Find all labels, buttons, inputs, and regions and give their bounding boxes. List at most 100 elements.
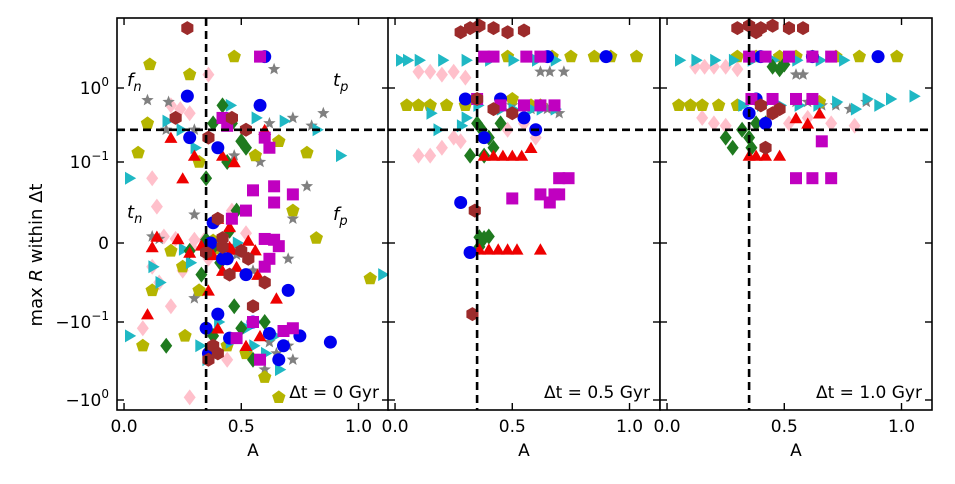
x-tick-label: 0.0 — [654, 417, 681, 437]
panel-title-main: Δt = 0 — [289, 383, 343, 403]
series-magenta — [216, 50, 299, 366]
y-tick-label-exp: −1 — [91, 309, 109, 323]
data-point — [796, 68, 810, 80]
data-point — [759, 140, 772, 155]
data-point — [726, 139, 739, 156]
x-tick-label: 0.5 — [499, 417, 526, 437]
data-point — [258, 363, 271, 375]
data-point — [323, 335, 337, 349]
data-point — [749, 149, 763, 161]
data-point — [743, 50, 756, 63]
data-point — [843, 102, 857, 115]
data-point — [852, 49, 866, 63]
plot-area — [117, 18, 389, 410]
data-point — [750, 25, 763, 40]
data-point — [253, 98, 267, 112]
data-points — [396, 18, 644, 322]
data-point — [125, 171, 137, 185]
data-point — [239, 339, 253, 351]
data-point — [164, 243, 178, 257]
data-point — [272, 134, 286, 147]
data-point — [263, 141, 276, 154]
data-point — [258, 131, 271, 144]
y-axis-label-suffix: within Δt — [26, 184, 47, 269]
series-brown — [454, 18, 531, 322]
data-point — [710, 53, 722, 67]
data-point — [707, 115, 720, 132]
data-point — [286, 111, 299, 124]
data-point — [183, 67, 197, 81]
data-point — [505, 149, 519, 161]
data-point — [221, 351, 234, 368]
data-point — [789, 111, 803, 124]
data-point — [754, 98, 767, 113]
data-point — [247, 184, 259, 197]
series-brown — [169, 21, 271, 367]
data-point — [183, 389, 196, 406]
data-point — [188, 231, 201, 248]
data-point — [396, 53, 408, 67]
data-point — [506, 106, 519, 121]
data-point — [336, 149, 348, 163]
data-point — [517, 23, 531, 38]
data-point — [178, 328, 192, 342]
data-point — [464, 147, 477, 164]
data-point — [839, 53, 851, 67]
data-point — [125, 329, 137, 343]
data-point — [211, 307, 225, 321]
x-tick-label: 1.0 — [345, 417, 372, 437]
data-point — [400, 98, 414, 111]
data-point — [447, 63, 460, 80]
data-point — [262, 327, 276, 341]
data-point — [629, 49, 644, 63]
data-point — [813, 107, 826, 119]
y-tick-label: 100 — [80, 75, 109, 99]
data-point — [487, 102, 500, 117]
data-point — [305, 119, 318, 131]
data-point — [491, 243, 505, 255]
data-point — [789, 68, 803, 80]
data-point — [160, 123, 173, 135]
data-point — [188, 123, 201, 135]
data-point — [553, 172, 566, 185]
data-point — [239, 268, 253, 282]
data-point — [553, 188, 566, 201]
data-point — [258, 314, 271, 330]
data-point — [599, 50, 613, 64]
data-point — [286, 188, 299, 201]
data-points — [672, 18, 921, 185]
data-point — [487, 50, 500, 63]
data-point — [178, 242, 191, 256]
data-point — [454, 25, 467, 40]
quadrant-label-sub: n — [133, 80, 141, 95]
data-point — [797, 21, 810, 36]
data-point — [169, 110, 182, 125]
data-point — [281, 283, 295, 297]
data-point — [183, 131, 197, 145]
data-point — [782, 50, 795, 63]
data-point — [216, 231, 229, 246]
data-point — [150, 198, 163, 215]
y-tick-label: 0 — [98, 234, 109, 254]
data-point — [270, 292, 283, 304]
data-point — [286, 353, 299, 365]
data-point — [300, 145, 314, 159]
data-point — [227, 156, 241, 168]
data-point — [832, 95, 844, 109]
data-point — [140, 116, 155, 129]
panel-title-unit: Gyr — [886, 383, 922, 403]
data-point — [759, 149, 772, 161]
data-point — [230, 260, 244, 272]
data-point — [487, 139, 500, 156]
chart-panel-3: 0.0 0.5 1.0 A Δt = 1.0 Gyr — [654, 17, 933, 461]
data-point — [141, 308, 154, 320]
quadrant-label-base: f — [127, 70, 136, 91]
data-point — [211, 346, 224, 361]
data-point — [202, 66, 215, 83]
data-point — [438, 53, 450, 67]
data-point — [543, 196, 556, 209]
data-point — [286, 203, 300, 217]
data-point — [454, 196, 468, 209]
